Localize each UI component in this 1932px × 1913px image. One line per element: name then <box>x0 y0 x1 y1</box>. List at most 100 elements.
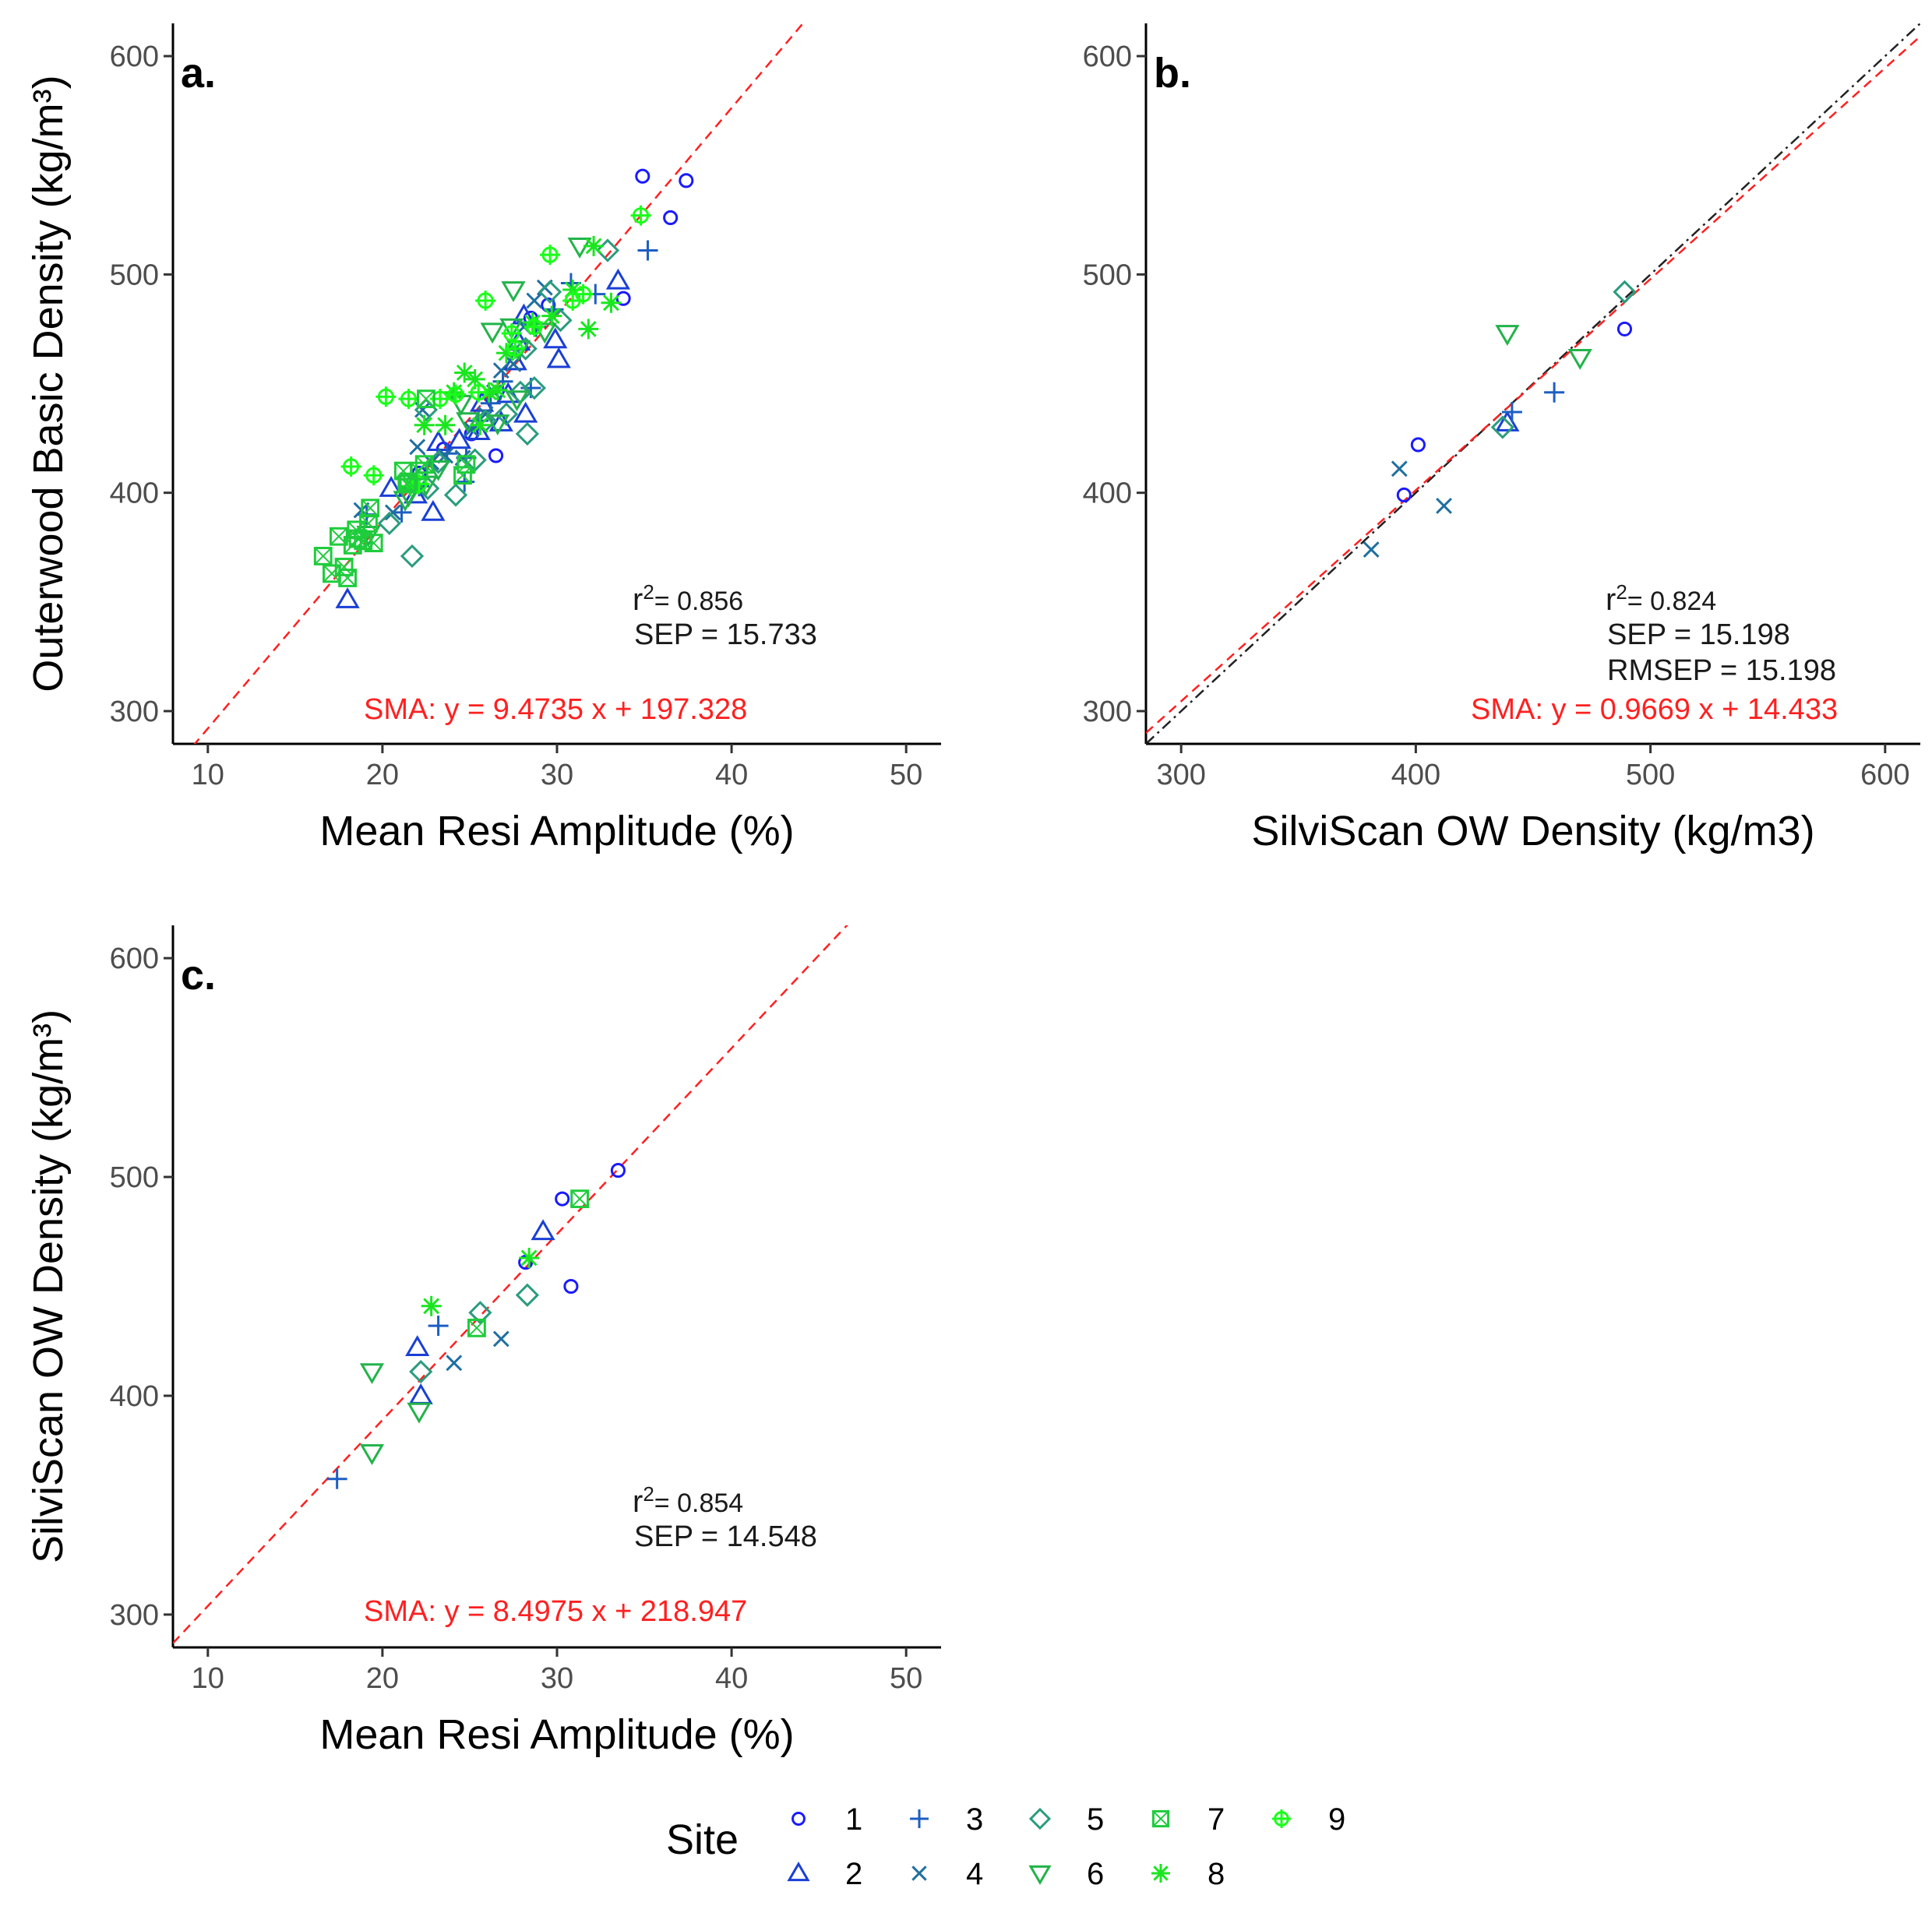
data-point <box>496 343 517 364</box>
sma-equation: SMA: y = 8.4975 x + 218.947 <box>364 1595 747 1628</box>
data-point <box>526 292 543 309</box>
legend-key <box>791 1812 806 1826</box>
data-point <box>578 319 599 340</box>
data-point <box>487 379 508 400</box>
sma-fit-line <box>1146 35 1920 734</box>
data-point <box>515 421 540 446</box>
data-point <box>338 569 357 587</box>
x-tick-label: 600 <box>1860 759 1909 791</box>
panel-a: 10 20 30 40 50 300 400 500 600 Mean Resi Amplitud… <box>25 23 941 854</box>
data-point <box>610 1163 626 1178</box>
panel-label: a. <box>181 50 216 97</box>
panel-c: 10 20 30 40 50 300 400 500 600 Mean Resi Amplitud… <box>25 925 941 1758</box>
data-point <box>468 1301 492 1325</box>
data-point <box>515 1283 540 1307</box>
panel-label: b. <box>1154 50 1191 97</box>
data-point <box>1501 401 1522 422</box>
x-tick-label: 50 <box>890 1662 922 1695</box>
legend-key <box>1272 1809 1291 1828</box>
data-point <box>1544 382 1565 403</box>
y-axis-title: SilviScan OW Density (kg/m³) <box>25 1009 72 1563</box>
data-point <box>570 1189 590 1209</box>
data-point <box>468 382 489 403</box>
data-point <box>563 1278 579 1295</box>
data-point <box>540 245 561 266</box>
data-point <box>543 327 568 349</box>
data-points <box>1363 280 1637 558</box>
data-point <box>605 268 631 290</box>
legend-key <box>910 1809 929 1828</box>
data-point <box>480 322 505 344</box>
sep-label: SEP = 14.548 <box>634 1520 817 1553</box>
data-point <box>492 362 509 379</box>
sep-label: SEP = 15.198 <box>1607 618 1790 651</box>
legend-item: 1 <box>791 1802 862 1837</box>
data-point <box>453 466 472 485</box>
data-point <box>505 338 526 359</box>
data-point <box>1363 541 1380 558</box>
legend-key <box>1028 1865 1052 1885</box>
x-tick-label: 10 <box>192 1662 224 1695</box>
data-point <box>492 1330 509 1348</box>
data-point <box>467 1318 486 1337</box>
legend-key <box>787 1862 810 1882</box>
data-point <box>399 472 418 491</box>
legend-item: 2 <box>787 1857 862 1891</box>
x-tick-label: 40 <box>715 759 748 791</box>
data-point <box>414 414 435 435</box>
legend-label: 3 <box>966 1802 983 1837</box>
y-axis-title: Outerwood Basic Density (kg/m³) <box>25 75 72 692</box>
data-point <box>1490 415 1514 439</box>
data-point <box>513 401 538 423</box>
y-tick-label: 600 <box>110 41 159 73</box>
x-tick-label: 30 <box>541 1662 573 1695</box>
legend-item: 3 <box>910 1802 983 1837</box>
data-point <box>522 375 546 400</box>
data-point <box>485 414 510 435</box>
legend-item: 8 <box>1151 1857 1225 1891</box>
data-point <box>400 544 425 569</box>
legend-label: 1 <box>845 1802 862 1837</box>
legend-label: 7 <box>1208 1802 1225 1837</box>
data-point <box>494 402 519 426</box>
data-point <box>519 1247 540 1268</box>
y-tick-label: 400 <box>1083 477 1132 510</box>
x-tick-label: 20 <box>366 1662 399 1695</box>
y-tick-label: 600 <box>110 942 159 975</box>
data-point <box>524 316 545 337</box>
data-point <box>359 1444 385 1465</box>
legend-key <box>1151 1864 1170 1883</box>
data-point <box>538 280 562 304</box>
data-point <box>595 238 620 262</box>
data-point <box>635 168 650 184</box>
y-tick-label: 400 <box>110 1380 159 1413</box>
data-point <box>375 386 397 407</box>
legend-key <box>911 1865 927 1881</box>
sep-label: SEP = 15.733 <box>634 618 817 651</box>
data-point <box>513 336 538 361</box>
data-point <box>679 173 694 188</box>
y-tick-label: 400 <box>110 477 159 510</box>
data-point <box>555 1191 570 1207</box>
data-point <box>475 290 496 311</box>
data-point <box>1567 349 1592 370</box>
sma-fit-line <box>193 23 805 744</box>
data-point <box>495 382 520 403</box>
legend: Site 1 3 5 7 9 2 4 6 8 <box>666 1802 1345 1891</box>
r-squared-label: r2= 0.856 <box>633 580 743 617</box>
data-points <box>313 168 694 608</box>
data-point <box>504 390 530 412</box>
data-point <box>488 448 504 463</box>
legend-label: 9 <box>1328 1802 1345 1837</box>
data-point <box>443 483 468 507</box>
legend-label: 8 <box>1208 1857 1225 1891</box>
legend-label: 5 <box>1087 1802 1104 1837</box>
panel-b: 300 400 500 600 300 400 500 600 SilviScan OW Den… <box>1083 23 1920 854</box>
y-tick-label: 300 <box>1083 696 1132 728</box>
data-point <box>454 362 475 383</box>
data-point <box>379 476 404 497</box>
data-point <box>446 384 467 405</box>
rmsep-label: RMSEP = 15.198 <box>1607 654 1836 687</box>
data-point <box>408 1383 433 1404</box>
